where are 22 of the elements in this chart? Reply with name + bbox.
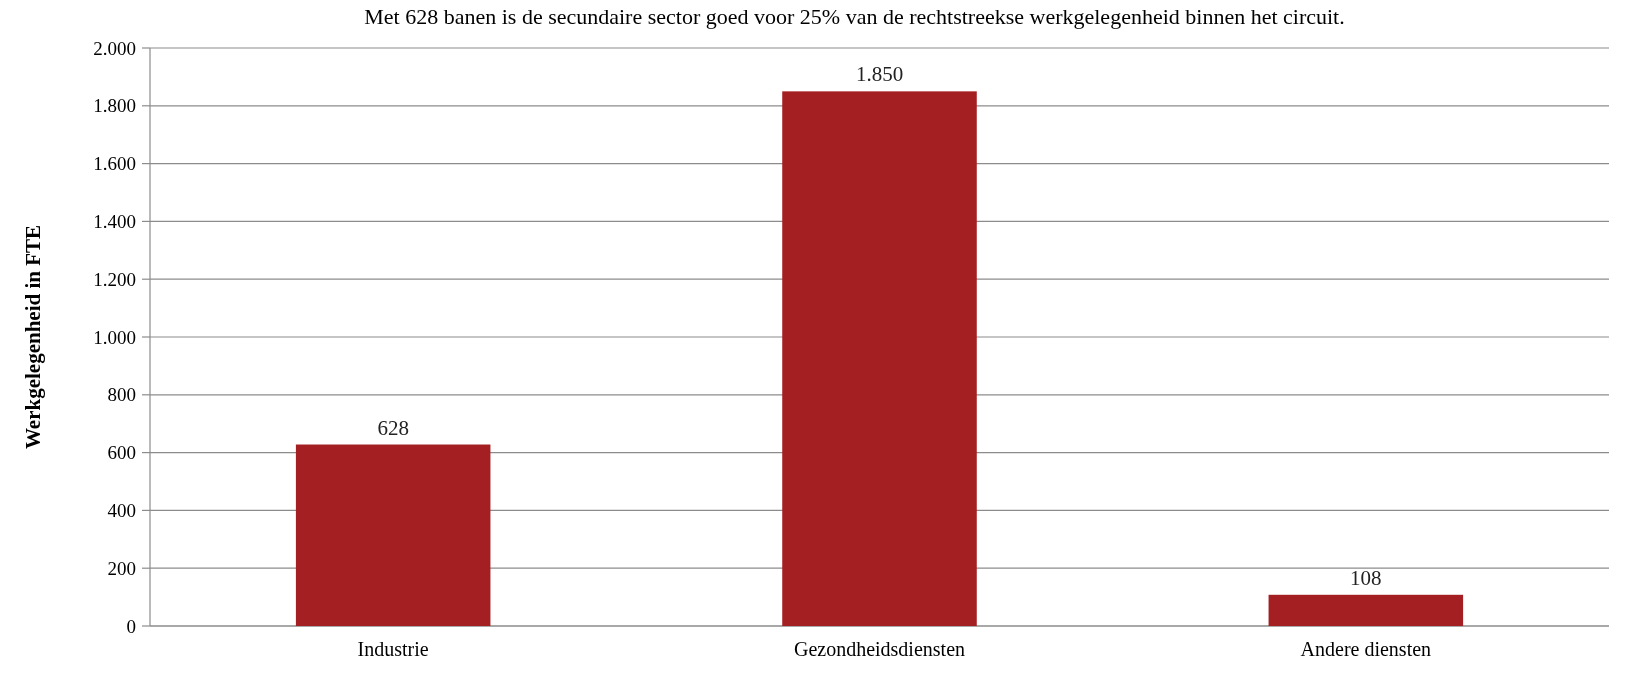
- y-tick-label: 400: [107, 500, 136, 522]
- y-axis-title: Werkgelegenheid in FTE: [21, 224, 45, 450]
- y-tick-label: 800: [107, 384, 136, 406]
- data-label: 628: [377, 415, 409, 440]
- y-tick-label: 200: [107, 557, 136, 579]
- x-tick-label: Gezondheidsdiensten: [793, 638, 966, 660]
- bar: [1268, 594, 1464, 626]
- x-tick-label: Industrie: [357, 638, 429, 660]
- y-tick-label: 0: [126, 615, 136, 637]
- y-tick-label: 2.000: [93, 37, 136, 59]
- y-tick-label: 600: [107, 442, 136, 464]
- y-tick-label: 1.000: [93, 326, 136, 348]
- chart-title: Met 628 banen is de secundaire sector goed voor 25% van de rechtstreekse werkgelegenheid binnen het circuit.: [364, 4, 1345, 29]
- y-tick-label: 1.600: [93, 153, 136, 175]
- bar: [782, 91, 977, 626]
- y-tick-label: 1.400: [93, 211, 136, 233]
- data-label: 108: [1350, 565, 1382, 590]
- y-tick-label: 1.200: [93, 268, 136, 290]
- bar: [295, 444, 491, 626]
- x-tick-label: Andere diensten: [1300, 638, 1432, 660]
- y-tick-label: 1.800: [93, 95, 136, 117]
- data-label: 1.850: [855, 62, 904, 87]
